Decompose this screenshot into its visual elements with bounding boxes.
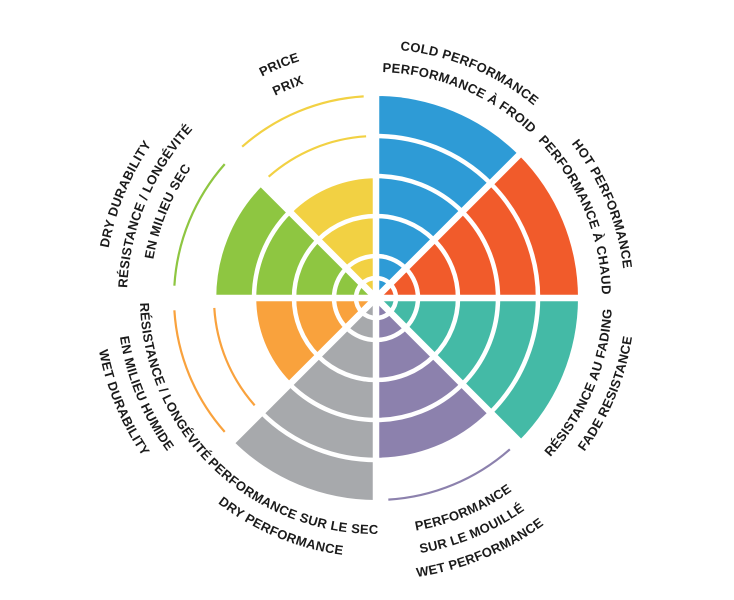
sector-fill-price bbox=[289, 175, 376, 298]
indicator-arc-wet-durability-ring-5 bbox=[213, 307, 256, 407]
sector-spokes bbox=[164, 86, 588, 510]
indicator-arc-price-ring-6 bbox=[241, 95, 364, 148]
indicator-arc-wet-durability-ring-6 bbox=[173, 310, 226, 433]
sector-fill-dry-durability bbox=[214, 183, 376, 298]
indicator-arc-wet-performance-ring-6 bbox=[388, 448, 511, 501]
sector-fill-wet-performance bbox=[376, 298, 491, 460]
unfilled-ring-indicators bbox=[173, 95, 511, 501]
indicator-arc-price-ring-5 bbox=[267, 135, 367, 178]
sector-label-line-price-fr-1: PRIX bbox=[270, 72, 305, 98]
sector-fill-wet-durability bbox=[254, 298, 376, 385]
sector-spoke bbox=[223, 145, 529, 451]
sector-label-line-dry-durability-fr-1: RÉSISTANCE / LONGÉVITÉ bbox=[115, 121, 195, 288]
indicator-arc-dry-durability-ring-6 bbox=[173, 163, 226, 286]
